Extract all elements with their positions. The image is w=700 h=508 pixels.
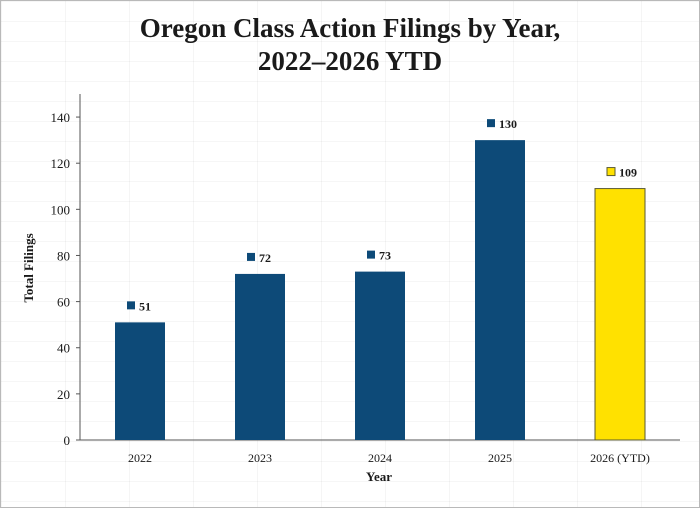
data-label: 130 [499, 117, 517, 131]
chart-title-line-1: Oregon Class Action Filings by Year, [139, 13, 561, 43]
data-label-marker [487, 119, 495, 128]
data-label: 51 [139, 299, 151, 313]
y-tick-label: 120 [51, 156, 71, 171]
data-label-marker [247, 252, 255, 261]
chart-axes: 0 20 40 60 80 100 120 140 2022 2023 2024 2025 2026 (… [51, 94, 680, 465]
chart-title: Oregon Class Action Filings by Year, 202… [0, 12, 700, 78]
chart-title-line-2: 2022–2026 YTD [257, 46, 443, 76]
bar-2024 [355, 271, 405, 440]
bar-2025 [475, 140, 525, 440]
data-label: 109 [619, 166, 637, 180]
bar-2022 [115, 322, 165, 440]
data-label: 72 [259, 251, 271, 265]
y-tick-label: 60 [57, 295, 70, 310]
x-tick-label: 2025 [488, 451, 512, 465]
bar-2026-ytd [594, 188, 646, 441]
data-label: 73 [379, 249, 391, 263]
chart-data-labels: 51 72 73 130 109 [127, 117, 637, 313]
data-label-marker [367, 250, 375, 259]
bar-2023 [235, 273, 285, 440]
y-tick-label: 100 [51, 202, 71, 217]
y-tick-label: 0 [64, 433, 71, 448]
x-tick-label: 2024 [368, 451, 392, 465]
x-tick-label: 2023 [248, 451, 272, 465]
data-label-marker [127, 301, 135, 310]
y-axis-label: Total Filings [21, 233, 36, 302]
y-tick-label: 40 [57, 341, 70, 356]
y-tick-label: 80 [57, 248, 70, 263]
y-tick-label: 20 [57, 387, 70, 402]
x-tick-label: 2026 (YTD) [590, 451, 650, 465]
chart-bars [115, 140, 646, 441]
x-axis-label: Year [366, 469, 392, 484]
data-label-marker [606, 167, 616, 177]
y-tick-label: 140 [51, 110, 71, 125]
x-tick-label: 2022 [128, 451, 152, 465]
